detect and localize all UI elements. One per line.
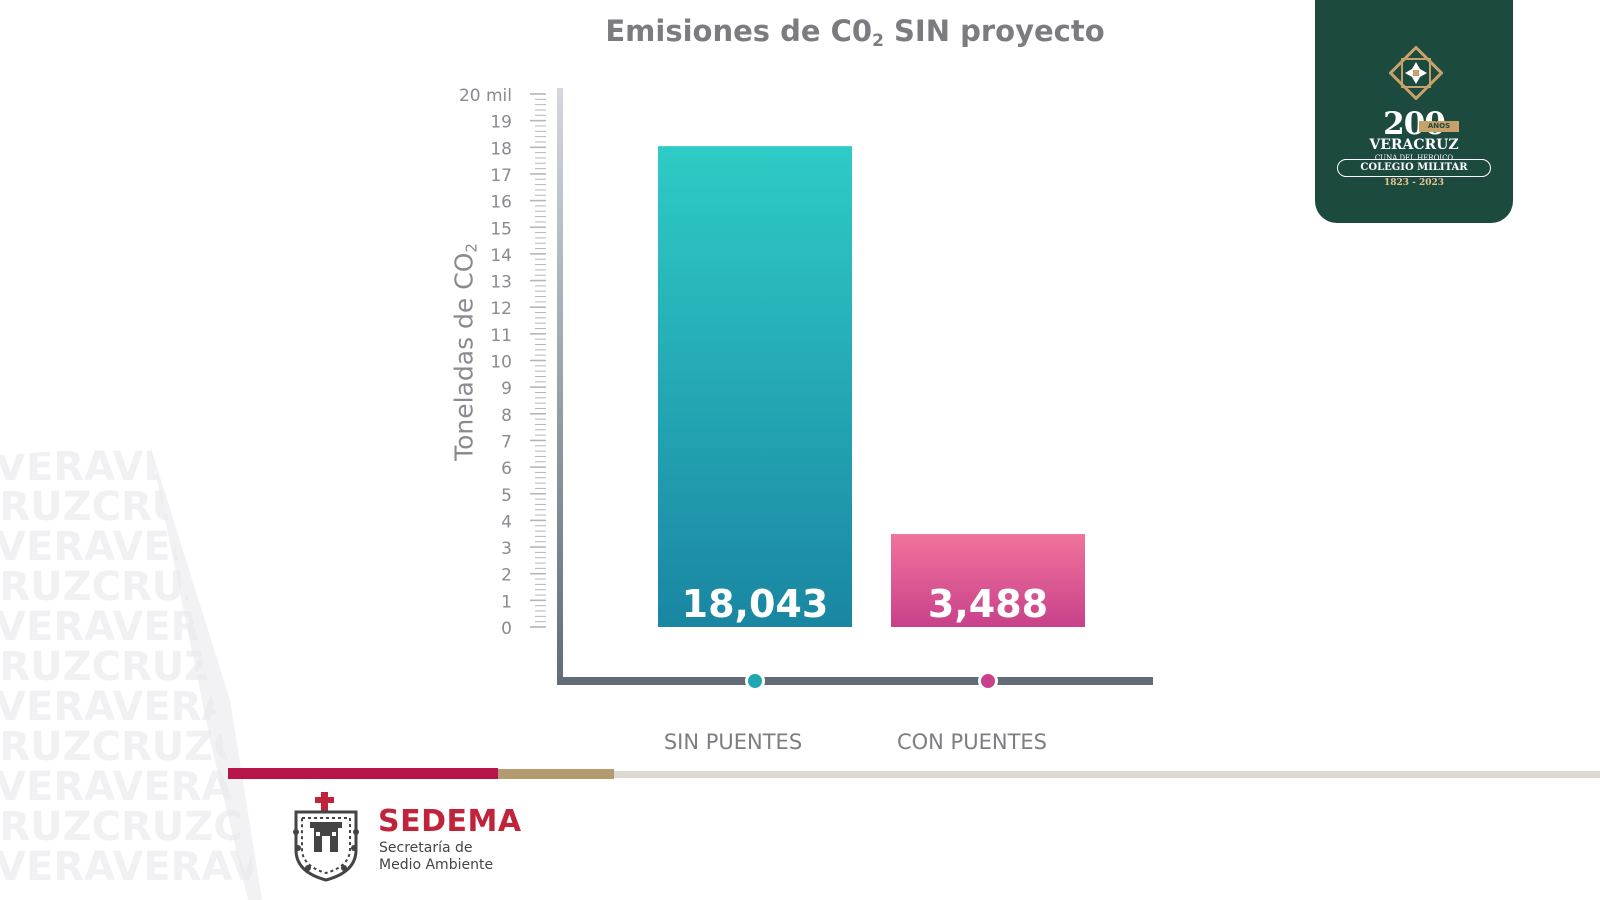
emblem-icon (1389, 46, 1443, 100)
stripe-grey (614, 771, 1600, 778)
y-tick-label: 10 (490, 353, 512, 373)
y-tick-label: 11 (490, 326, 512, 346)
stripe-gold (498, 769, 614, 779)
y-tick-label: 3 (501, 539, 512, 559)
x-axis-marker-dot (981, 674, 995, 688)
y-tick-label: 20 mil (459, 86, 512, 106)
y-tick-label: 13 (490, 273, 512, 293)
chart-title: Emisiones de C02 SIN proyecto (605, 14, 1105, 51)
x-axis-line (557, 677, 1153, 685)
watermark-row: VERAVERAVERA (0, 844, 350, 890)
y-tick-label: 7 (501, 432, 512, 452)
badge-state: VERACRUZ (1369, 137, 1459, 153)
y-tick-label: 2 (501, 566, 512, 586)
y-tick-label: 14 (490, 246, 512, 266)
veracruz-shield-icon (293, 792, 359, 882)
bar-sin-puentes (658, 146, 852, 627)
y-tick-label: 19 (490, 113, 512, 133)
x-axis-marker-dot (748, 674, 762, 688)
badge-line3: 1823 - 2023 (1383, 178, 1445, 188)
sedema-brand: SEDEMA (378, 804, 522, 839)
y-tick-label: 15 (490, 219, 512, 239)
sedema-description: Secretaría de Medio Ambiente (379, 840, 494, 873)
category-label-sin-puentes: SIN PUENTES (663, 730, 803, 754)
y-tick-label: 5 (501, 486, 512, 506)
y-tick-label: 12 (490, 299, 512, 319)
stripe-red (228, 768, 498, 779)
y-tick-label: 9 (501, 379, 512, 399)
y-tick-label: 18 (490, 139, 512, 159)
badge-line1: CUNA DEL HEROICO (1374, 154, 1454, 162)
y-tick-label: 0 (501, 619, 512, 639)
badge-line2: COLEGIO MILITAR (1337, 159, 1491, 177)
y-tick-label: 17 (490, 166, 512, 186)
bar-value-label: 3,488 (928, 582, 1048, 626)
bar-con-puentes (891, 534, 1085, 627)
y-tick-label: 16 (490, 193, 512, 213)
category-label-con-puentes: CON PUENTES (896, 730, 1047, 754)
y-tick-label: 8 (501, 406, 512, 426)
y-tick-label: 4 (501, 512, 512, 532)
watermark-row: CRUZCRUZCRUZ (0, 804, 335, 850)
y-tick-label: 6 (501, 459, 512, 479)
bar-value-label: 18,043 (682, 582, 829, 626)
bicentennial-badge: 200 AÑOS VERACRUZ CUNA DEL HEROICO COLEG… (1315, 0, 1513, 223)
badge-anos: AÑOS (1419, 121, 1459, 132)
y-tick-label: 1 (501, 592, 512, 612)
footer-color-stripes (228, 768, 1600, 779)
y-axis-line (557, 88, 563, 684)
y-axis-label: Toneladas de CO2 (449, 243, 481, 461)
